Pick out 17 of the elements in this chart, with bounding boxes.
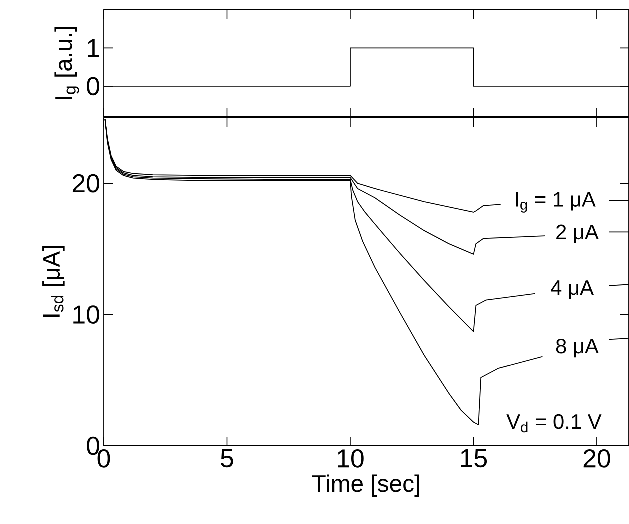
y-tick-label: 10 [74, 306, 100, 324]
x-tick-label: 15 [461, 450, 488, 468]
y-tick-label: 0 [87, 77, 100, 96]
y-tick-label: 0 [87, 436, 100, 456]
y-tick-label: 1 [88, 39, 100, 58]
series-label: 2 μA [556, 224, 599, 244]
x-tick-label: 20 [584, 450, 610, 468]
series-label: I$_{g}$ = 1 μA [516, 192, 596, 213]
y-axis-title: I$_{sd}$ [μA] [42, 246, 65, 318]
series-label: 4 μA [551, 280, 594, 300]
x-axis-title: Time [sec] [312, 474, 420, 497]
x-tick-label: 5 [221, 450, 234, 468]
y-axis-title: I$_{g}$ [a.u.] [54, 27, 80, 100]
annotation: V$_{d}$ = 0.1 V [506, 414, 602, 433]
y-tick-label: 20 [72, 174, 100, 193]
series-label: 8 μA [556, 338, 599, 358]
x-tick-label: 10 [338, 450, 364, 468]
